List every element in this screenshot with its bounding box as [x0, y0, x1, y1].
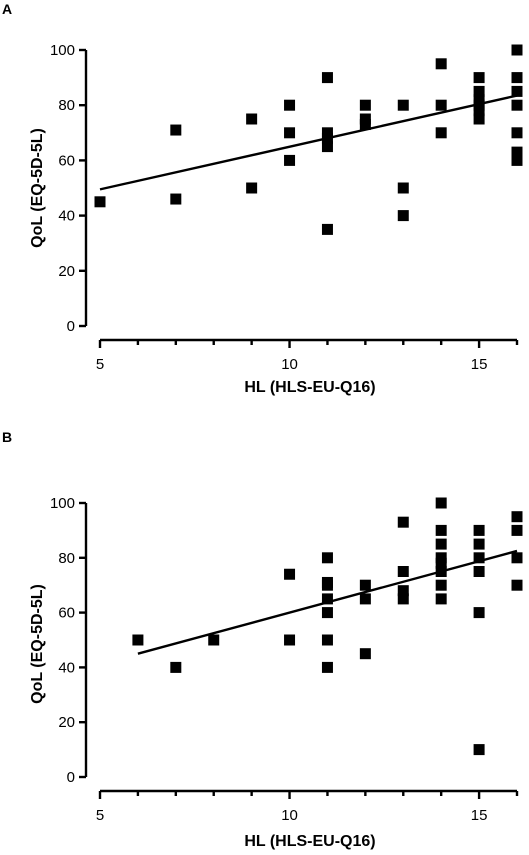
- data-point-b: [359, 648, 371, 660]
- x-axis-title-a: HL (HLS-EU-Q16): [244, 379, 375, 396]
- x-axis-title-b: HL (HLS-EU-Q16): [244, 833, 375, 850]
- data-point-a: [511, 99, 523, 111]
- data-point-b: [397, 516, 409, 528]
- data-point-a: [246, 113, 258, 125]
- data-point-b: [473, 552, 485, 564]
- data-point-a: [435, 99, 447, 111]
- x-tick-label-a: 10: [281, 356, 298, 373]
- data-point-b: [132, 634, 144, 646]
- y-tick-label-b: 20: [58, 714, 75, 731]
- data-point-b: [435, 524, 447, 536]
- plot-area-a: 0 20 40 60 80 100 5 10 15: [50, 42, 523, 373]
- data-point-a: [511, 146, 523, 158]
- data-point-a: [435, 58, 447, 70]
- data-point-b: [473, 566, 485, 577]
- data-point-a: [359, 99, 371, 111]
- y-tick-label-b: 40: [58, 659, 75, 676]
- x-tick-label-b: 15: [471, 807, 488, 824]
- data-point-a: [435, 127, 447, 139]
- data-point-b: [170, 661, 182, 673]
- x-tick-label-b: 5: [96, 807, 104, 824]
- y-axis-title-b: QoL (EQ-5D-5L): [29, 584, 46, 704]
- data-point-b: [284, 568, 296, 580]
- data-point-a: [284, 127, 296, 139]
- data-point-a: [397, 99, 409, 111]
- data-point-a: [359, 119, 371, 131]
- data-point-a: [284, 154, 296, 166]
- data-point-a: [246, 182, 258, 194]
- y-tick-label-a: 100: [50, 42, 75, 59]
- y-axis-title-a: QoL (EQ-5D-5L): [29, 128, 46, 248]
- x-tick-label-a: 5: [96, 356, 104, 373]
- data-point-a: [170, 193, 182, 205]
- data-point-b: [511, 579, 523, 591]
- data-point-b: [321, 593, 333, 605]
- y-tick-label-a: 20: [58, 263, 75, 280]
- data-point-a: [511, 72, 523, 84]
- y-tick-label-b: 80: [58, 550, 75, 567]
- data-point-b: [321, 552, 333, 564]
- data-point-a: [473, 85, 485, 97]
- data-point-b: [359, 579, 371, 591]
- data-point-a: [321, 141, 333, 153]
- data-point-a: [397, 182, 409, 194]
- data-point-b: [435, 557, 447, 569]
- data-point-b: [473, 538, 485, 550]
- chart-a: A QoL (EQ-5D-5L) HL (HLS-EU-Q16) 0 20 40 60…: [2, 1, 523, 396]
- data-point-a: [511, 127, 523, 139]
- data-point-b: [321, 607, 333, 619]
- data-point-a: [94, 196, 106, 208]
- plot-area-b: 0 20 40 60 80 100 5 10 15: [50, 495, 523, 824]
- y-tick-label-a: 60: [58, 152, 75, 169]
- data-point-a: [321, 223, 333, 235]
- regression-line-a: [99, 94, 518, 191]
- data-point-a: [397, 210, 409, 222]
- data-point-a: [473, 99, 485, 111]
- chart-b: B QoL (EQ-5D-5L) HL (HLS-EU-Q16) 0 20 40 60…: [2, 429, 523, 850]
- x-tick-label-a: 15: [471, 356, 488, 373]
- data-point-b: [321, 579, 333, 591]
- data-point-b: [435, 579, 447, 591]
- data-point-b: [511, 552, 523, 564]
- data-point-b: [473, 607, 485, 619]
- data-point-a: [359, 113, 371, 125]
- y-tick-label-a: 0: [67, 318, 75, 335]
- data-point-b: [435, 497, 447, 509]
- y-tick-label-b: 60: [58, 605, 75, 622]
- data-point-b: [473, 524, 485, 536]
- data-point-b: [511, 511, 523, 523]
- data-point-a: [321, 72, 333, 84]
- data-point-b: [359, 593, 371, 605]
- data-point-a: [170, 124, 182, 136]
- data-point-b: [208, 634, 220, 646]
- data-point-b: [435, 566, 447, 577]
- data-point-b: [397, 585, 409, 597]
- data-point-a: [473, 105, 485, 117]
- data-point-b: [397, 593, 409, 605]
- data-point-a: [321, 132, 333, 144]
- data-point-b: [435, 593, 447, 605]
- data-point-b: [321, 634, 333, 646]
- data-point-b: [321, 661, 333, 673]
- data-point-b: [473, 744, 485, 756]
- data-point-a: [284, 99, 296, 111]
- y-tick-label-b: 100: [50, 495, 75, 512]
- data-point-a: [321, 127, 333, 139]
- x-tick-label-b: 10: [281, 807, 298, 824]
- data-point-a: [511, 154, 523, 166]
- data-point-a: [511, 44, 523, 56]
- data-point-a: [511, 85, 523, 97]
- panel-label-a: A: [2, 1, 12, 17]
- panel-label-b: B: [2, 429, 12, 445]
- data-point-b: [435, 538, 447, 550]
- data-point-b: [284, 634, 296, 646]
- y-tick-label-a: 80: [58, 97, 75, 114]
- y-tick-label-b: 0: [67, 769, 75, 786]
- y-tick-label-a: 40: [58, 208, 75, 225]
- data-point-b: [397, 566, 409, 577]
- data-point-a: [473, 94, 485, 106]
- data-point-b: [511, 524, 523, 536]
- data-point-a: [473, 72, 485, 84]
- data-point-a: [473, 113, 485, 125]
